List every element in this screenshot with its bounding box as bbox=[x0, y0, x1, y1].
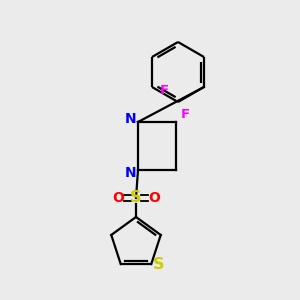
Text: N: N bbox=[125, 112, 137, 126]
Text: N: N bbox=[125, 166, 137, 180]
Text: F: F bbox=[181, 107, 190, 121]
Text: F: F bbox=[160, 83, 169, 97]
Text: S: S bbox=[152, 256, 164, 272]
Text: S: S bbox=[130, 190, 142, 206]
Text: O: O bbox=[112, 191, 124, 205]
Text: O: O bbox=[148, 191, 160, 205]
